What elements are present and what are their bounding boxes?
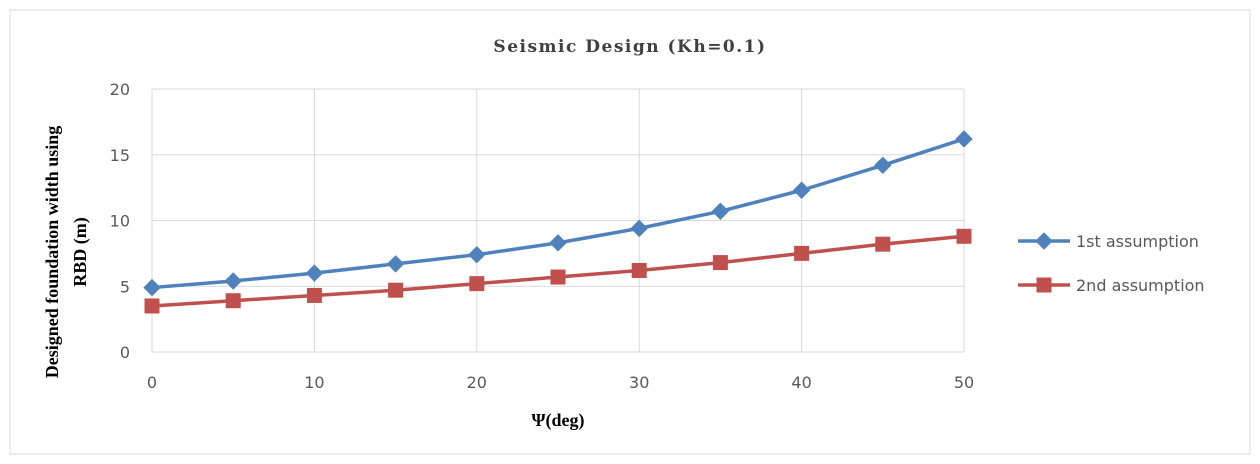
y-axis-title-line-2: RBD (m) [70, 217, 91, 287]
data-point-square [306, 287, 322, 303]
x-tick-label: 50 [954, 373, 974, 392]
data-point-diamond [143, 278, 161, 297]
series-layer [143, 130, 973, 314]
y-tick-labels: 0 5 10 15 20 [110, 80, 130, 362]
data-point-square [469, 276, 485, 292]
legend-item-1: 1st assumption [1018, 232, 1199, 251]
data-point-diamond [711, 202, 730, 221]
data-point-diamond [874, 156, 892, 174]
data-point-square [144, 298, 160, 314]
y-axis-title-line-1: Designed foundation width using [42, 126, 62, 379]
x-axis-title: Ψ(deg) [531, 410, 584, 431]
x-tick-labels: 0 10 20 30 40 50 [147, 373, 974, 392]
x-tick-label: 40 [791, 373, 811, 392]
legend: 1st assumption 2nd assumption [1018, 232, 1205, 295]
series-1 [143, 130, 973, 297]
y-tick-label: 20 [110, 80, 130, 99]
data-point-diamond [955, 130, 973, 148]
data-point-square [712, 255, 728, 271]
y-tick-label: 5 [120, 277, 130, 296]
legend-item-2: 2nd assumption [1018, 276, 1205, 295]
legend-label: 1st assumption [1076, 232, 1199, 251]
data-point-diamond [305, 264, 324, 282]
data-point-diamond [386, 255, 405, 273]
data-point-diamond [1035, 232, 1053, 250]
y-tick-label: 15 [110, 146, 130, 165]
data-point-square [388, 282, 404, 298]
data-point-square [1036, 277, 1052, 293]
data-point-diamond [549, 234, 567, 252]
data-point-diamond [792, 181, 811, 199]
data-point-diamond [224, 272, 242, 290]
x-tick-label: 0 [147, 373, 157, 392]
chart-border [9, 9, 1251, 455]
x-tick-label: 10 [304, 373, 324, 392]
data-point-square [875, 236, 891, 252]
legend-label: 2nd assumption [1076, 276, 1205, 295]
y-tick-label: 10 [110, 212, 130, 231]
x-tick-label: 20 [467, 373, 487, 392]
y-tick-label: 0 [120, 343, 130, 362]
data-point-diamond [630, 219, 648, 238]
data-point-square [225, 293, 241, 309]
data-point-square [956, 228, 972, 244]
data-point-square [794, 245, 810, 261]
chart-title: Seismic Design (Kh=0.1) [493, 37, 766, 57]
data-point-diamond [468, 245, 486, 264]
data-point-square [550, 269, 566, 285]
x-tick-label: 30 [629, 373, 649, 392]
data-point-square [631, 262, 647, 278]
series-2 [144, 228, 972, 314]
